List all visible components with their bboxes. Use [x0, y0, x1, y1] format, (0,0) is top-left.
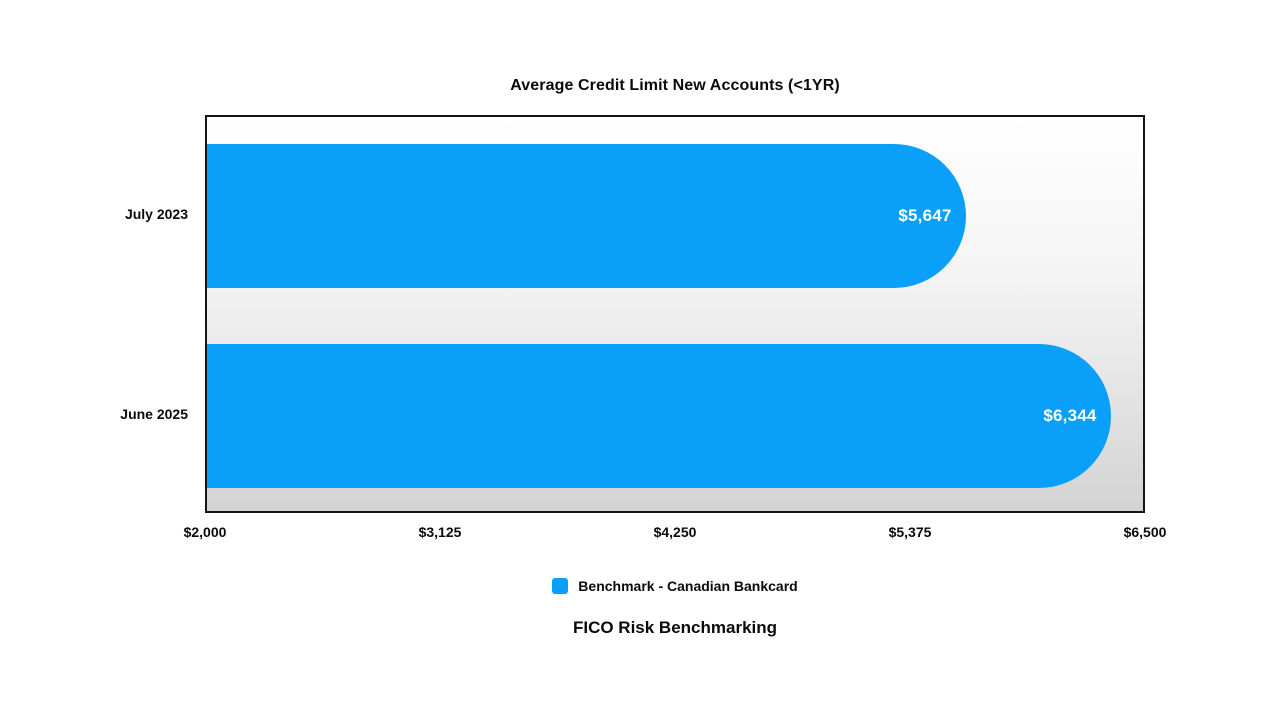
x-axis-tick-label: $2,000 [183, 524, 227, 540]
plot-area: $5,647 $6,344 [205, 115, 1145, 513]
bar-value-label: $5,647 [898, 206, 952, 225]
legend: Benchmark - Canadian Bankcard [205, 578, 1145, 594]
chart-title: Average Credit Limit New Accounts (<1YR) [510, 77, 840, 94]
y-axis-labels: July 2023 June 2025 [0, 115, 188, 513]
bar-row: $6,344 [207, 344, 1143, 488]
bar-value-label: $6,344 [1043, 406, 1097, 425]
legend-label: Benchmark - Canadian Bankcard [578, 578, 798, 594]
x-axis-tick-label: $4,250 [653, 524, 697, 540]
x-axis-tick-label: $5,375 [888, 524, 932, 540]
x-axis: $2,000 $3,125 $4,250 $5,375 $6,500 [184, 524, 1167, 544]
bar-july-2023: $5,647 [207, 144, 966, 288]
bar-june-2025: $6,344 [207, 344, 1111, 488]
chart-footer: FICO Risk Benchmarking [572, 618, 778, 637]
bar-row: $5,647 [207, 144, 1143, 288]
x-axis-tick-label: $3,125 [418, 524, 462, 540]
y-axis-label: June 2025 [120, 406, 188, 422]
legend-swatch-icon [552, 578, 569, 594]
y-axis-label: July 2023 [124, 206, 188, 222]
x-axis-tick-label: $6,500 [1123, 524, 1167, 540]
